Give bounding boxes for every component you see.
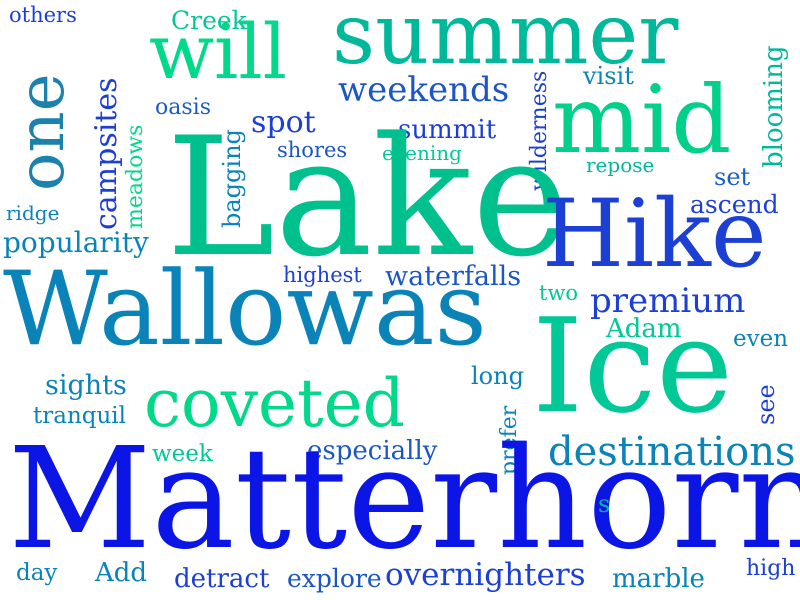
word-wallowas: Wallowas [3, 250, 487, 369]
word-summer: summer [332, 0, 679, 83]
word-campsites: campsites [89, 77, 124, 230]
word-especially: especially [307, 436, 438, 466]
word-shores: shores [277, 138, 348, 162]
word-ascend: ascend [690, 190, 779, 219]
word-weekends: weekends [338, 70, 510, 110]
word-highest: highest [283, 263, 362, 287]
word-two: two [539, 281, 579, 305]
word-s: s [598, 490, 611, 518]
word-explore: explore [287, 564, 382, 593]
word-destinations: destinations [548, 429, 796, 475]
word-sights: sights [45, 370, 127, 401]
word-will: will [149, 7, 287, 96]
word-waterfalls: waterfalls [385, 261, 522, 292]
word-creek: Creek [171, 6, 247, 35]
word-mid: mid [552, 66, 732, 175]
word-premium: premium [590, 281, 746, 321]
word-overnighters: overnighters [385, 557, 586, 593]
word-day: day [16, 560, 58, 586]
word-marble: marble [612, 564, 705, 594]
word-matterhorn: Matterhorn [8, 418, 800, 581]
word-summit: summit [398, 115, 497, 145]
word-adam: Adam [606, 314, 682, 344]
word-others: others [9, 3, 77, 27]
word-repose: repose [586, 153, 655, 177]
word-one: one [5, 73, 79, 191]
word-coveted: coveted [144, 365, 405, 442]
word-oasis: oasis [155, 95, 211, 120]
word-even: even [733, 326, 789, 352]
word-long: long [471, 362, 524, 390]
word-tranquil: tranquil [33, 403, 127, 429]
word-high: high [746, 556, 796, 581]
word-evening: evening [382, 141, 462, 165]
word-ridge: ridge [6, 201, 60, 225]
word-ice: Ice [532, 290, 734, 442]
word-week: week [152, 441, 213, 467]
word-add: Add [95, 558, 148, 588]
word-spot: spot [251, 105, 316, 140]
word-visit: visit [583, 62, 634, 90]
word-detract: detract [174, 564, 270, 594]
word-lake: Lake [166, 102, 570, 293]
word-popularity: popularity [3, 226, 149, 259]
word-hike: Hike [542, 180, 767, 289]
word-blooming: blooming [759, 45, 789, 168]
word-set: set [714, 163, 751, 191]
word-meadows: meadows [123, 124, 148, 229]
